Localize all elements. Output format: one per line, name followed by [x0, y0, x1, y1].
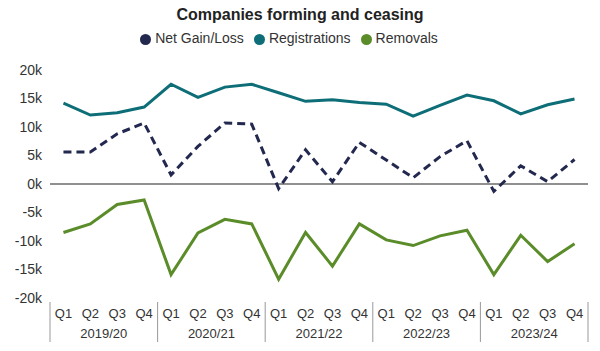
svg-text:2019/20: 2019/20: [80, 326, 127, 341]
svg-text:Q2: Q2: [189, 306, 206, 321]
svg-text:2020/21: 2020/21: [188, 326, 235, 341]
svg-text:15k: 15k: [19, 90, 43, 106]
svg-text:Q1: Q1: [55, 306, 72, 321]
svg-text:2022/23: 2022/23: [403, 326, 450, 341]
html-text:Net Gain/Loss: Net Gain/Loss: [155, 30, 244, 46]
svg-text:Q1: Q1: [162, 306, 179, 321]
svg-text:20k: 20k: [19, 62, 43, 78]
svg-text:Q4: Q4: [351, 306, 368, 321]
svg-text:10k: 10k: [19, 119, 43, 135]
svg-text:Q3: Q3: [324, 306, 341, 321]
svg-text:Q2: Q2: [297, 306, 314, 321]
svg-text:Q1: Q1: [485, 306, 502, 321]
svg-text:Q2: Q2: [512, 306, 529, 321]
svg-text:0k: 0k: [27, 176, 43, 192]
svg-text:Q3: Q3: [539, 306, 556, 321]
svg-text:5k: 5k: [27, 147, 43, 163]
svg-text:Q3: Q3: [431, 306, 448, 321]
svg-text:Q4: Q4: [566, 306, 583, 321]
svg-text:Q3: Q3: [109, 306, 126, 321]
svg-text:Q3: Q3: [216, 306, 233, 321]
svg-text:2023/24: 2023/24: [511, 326, 558, 341]
svg-text:-20k: -20k: [15, 290, 43, 306]
svg-text:Q1: Q1: [378, 306, 395, 321]
svg-text:Q2: Q2: [404, 306, 421, 321]
html-text:Registrations: Registrations: [268, 30, 351, 46]
html-text:Companies forming and ceasing: Companies forming and ceasing: [176, 6, 424, 23]
svg-text:Q4: Q4: [135, 306, 152, 321]
svg-text:Q4: Q4: [243, 306, 260, 321]
svg-text:-10k: -10k: [15, 233, 43, 249]
svg-text:-5k: -5k: [23, 204, 43, 220]
svg-text:Q2: Q2: [82, 306, 99, 321]
svg-text:2021/22: 2021/22: [296, 326, 343, 341]
html-text:Removals: Removals: [375, 30, 438, 46]
svg-text:-15k: -15k: [15, 261, 43, 277]
svg-text:Q1: Q1: [270, 306, 287, 321]
svg-text:Q4: Q4: [458, 306, 475, 321]
